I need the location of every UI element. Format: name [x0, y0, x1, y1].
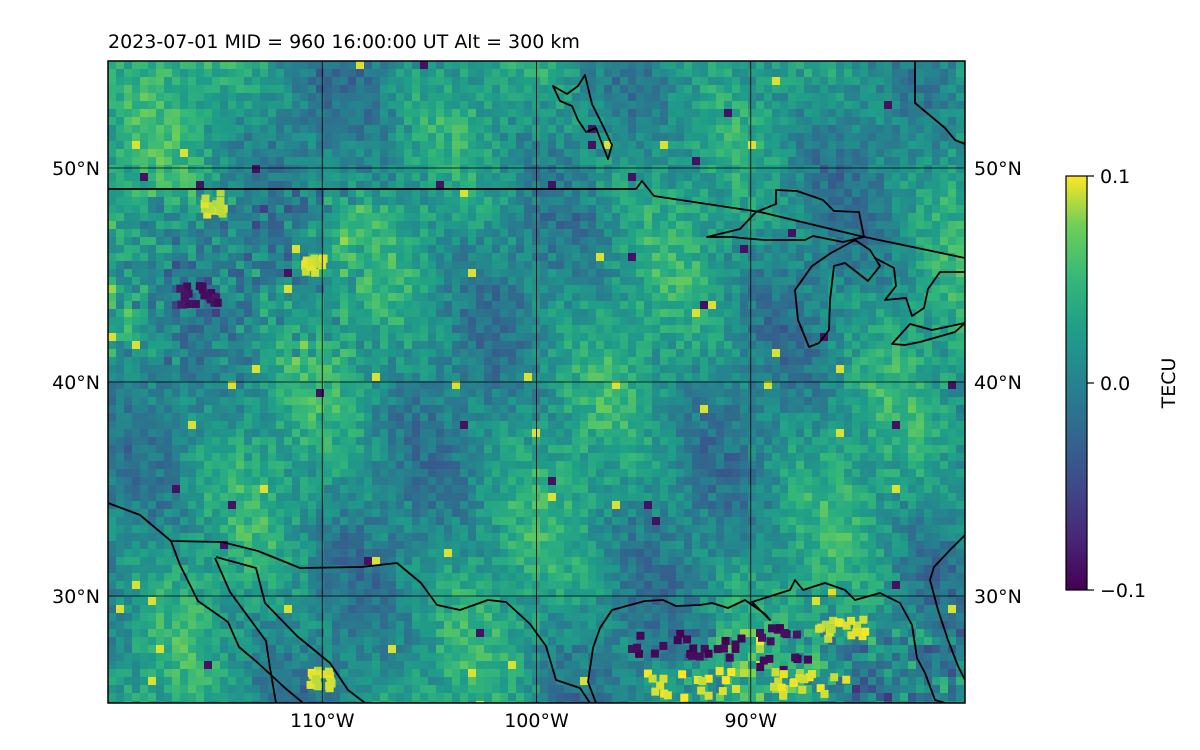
- colorbar-ticks: 0.1 0.0 −0.1: [1087, 166, 1146, 602]
- colorbar-tick-label: 0.0: [1100, 373, 1130, 395]
- lat-label-left: 40°N: [52, 372, 100, 394]
- lake-michigan: [794, 239, 881, 348]
- baja-california-coast: [170, 540, 304, 703]
- lat-label-right: 40°N: [974, 372, 1022, 394]
- gulf-of-california-coast: [214, 557, 277, 703]
- lake-winnipeg: [552, 74, 613, 160]
- map-title: 2023-07-01 MID = 960 16:00:00 UT Alt = 3…: [108, 31, 580, 53]
- lat-label-right: 50°N: [974, 158, 1022, 180]
- colorbar-tick-label: 0.1: [1100, 166, 1130, 188]
- colorbar-tick-label: −0.1: [1100, 580, 1146, 602]
- longitude-labels: 110°W 100°W 90°W: [290, 710, 777, 732]
- lon-label: 100°W: [504, 710, 569, 732]
- map-area: [108, 61, 965, 703]
- hudson-bay-coast: [914, 61, 965, 145]
- gulf-coast-mexico: [587, 599, 664, 703]
- lon-label: 90°W: [725, 710, 778, 732]
- sonora-coast: [215, 556, 366, 703]
- lat-label-left: 30°N: [52, 586, 100, 608]
- map-frame: [107, 60, 966, 704]
- map-gridlines: [108, 61, 965, 703]
- lake-huron: [874, 257, 965, 317]
- lon-label: 110°W: [290, 710, 355, 732]
- colorbar-gradient: [1065, 175, 1088, 591]
- coastlines-and-borders: [108, 61, 965, 703]
- latitude-labels-left: 30°N 40°N 50°N: [52, 158, 100, 608]
- tec-heatmap: [108, 61, 965, 703]
- florida-atlantic-coast: [929, 534, 965, 681]
- lat-label-left: 50°N: [52, 158, 100, 180]
- us-canada-border: [108, 180, 965, 259]
- gulf-coast-us: [662, 579, 946, 703]
- colorbar: 0.1 0.0 −0.1 TECU: [1065, 166, 1180, 602]
- latitude-labels-right: 30°N 40°N 50°N: [974, 158, 1022, 608]
- lake-erie: [891, 322, 965, 346]
- lake-superior: [706, 189, 865, 243]
- colorbar-label: TECU: [1158, 358, 1180, 410]
- lat-label-right: 30°N: [974, 586, 1022, 608]
- us-mexico-border: [108, 502, 591, 703]
